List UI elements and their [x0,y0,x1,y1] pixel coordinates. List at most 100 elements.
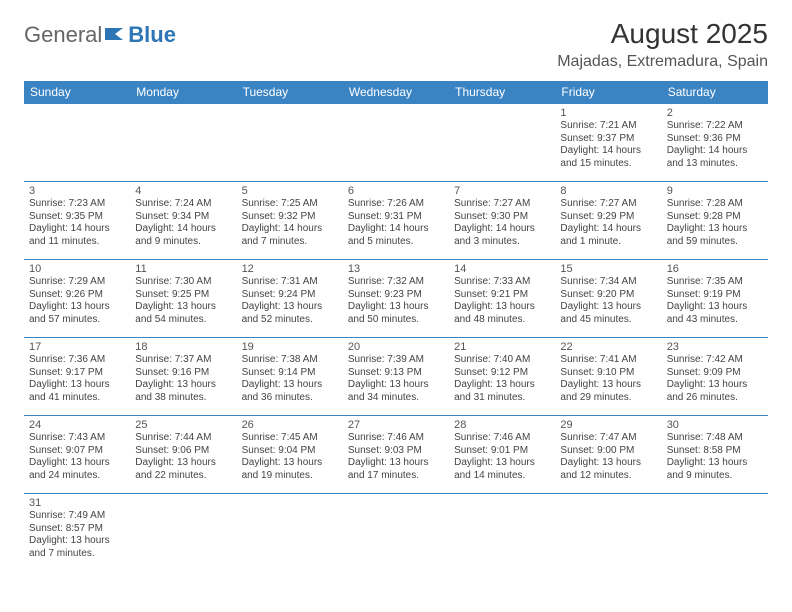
calendar-cell: 5Sunrise: 7:25 AMSunset: 9:32 PMDaylight… [237,182,343,260]
calendar-cell [237,494,343,572]
daylight-line: Daylight: 13 hours and 54 minutes. [135,301,231,326]
sunset-line: Sunset: 9:31 PM [348,211,444,224]
sunrise-line: Sunrise: 7:27 AM [560,198,656,211]
sunset-line: Sunset: 9:04 PM [242,445,338,458]
daylight-line: Daylight: 13 hours and 36 minutes. [242,379,338,404]
sunrise-line: Sunrise: 7:27 AM [454,198,550,211]
sunset-line: Sunset: 9:29 PM [560,211,656,224]
daylight-line: Daylight: 13 hours and 22 minutes. [135,457,231,482]
calendar-cell [237,104,343,182]
calendar-cell: 7Sunrise: 7:27 AMSunset: 9:30 PMDaylight… [449,182,555,260]
day-number: 8 [560,185,656,197]
sunrise-line: Sunrise: 7:44 AM [135,432,231,445]
day-number: 20 [348,341,444,353]
day-number: 12 [242,263,338,275]
sunset-line: Sunset: 9:30 PM [454,211,550,224]
daylight-line: Daylight: 13 hours and 7 minutes. [29,535,125,560]
daylight-line: Daylight: 13 hours and 12 minutes. [560,457,656,482]
calendar-cell: 25Sunrise: 7:44 AMSunset: 9:06 PMDayligh… [130,416,236,494]
calendar-cell [449,104,555,182]
day-number: 9 [667,185,763,197]
day-number: 18 [135,341,231,353]
calendar-cell: 29Sunrise: 7:47 AMSunset: 9:00 PMDayligh… [555,416,661,494]
day-number: 31 [29,497,125,509]
day-number: 22 [560,341,656,353]
calendar-cell: 21Sunrise: 7:40 AMSunset: 9:12 PMDayligh… [449,338,555,416]
title-block: August 2025 Majadas, Extremadura, Spain [557,18,768,71]
calendar-cell: 26Sunrise: 7:45 AMSunset: 9:04 PMDayligh… [237,416,343,494]
sunset-line: Sunset: 8:58 PM [667,445,763,458]
calendar-cell: 14Sunrise: 7:33 AMSunset: 9:21 PMDayligh… [449,260,555,338]
calendar-cell [24,104,130,182]
calendar-cell: 23Sunrise: 7:42 AMSunset: 9:09 PMDayligh… [662,338,768,416]
daylight-line: Daylight: 13 hours and 52 minutes. [242,301,338,326]
weekday-header: Thursday [449,81,555,104]
day-number: 26 [242,419,338,431]
sunset-line: Sunset: 9:37 PM [560,133,656,146]
calendar-cell [130,104,236,182]
sunset-line: Sunset: 9:06 PM [135,445,231,458]
sunrise-line: Sunrise: 7:23 AM [29,198,125,211]
daylight-line: Daylight: 14 hours and 15 minutes. [560,145,656,170]
daylight-line: Daylight: 13 hours and 14 minutes. [454,457,550,482]
daylight-line: Daylight: 13 hours and 50 minutes. [348,301,444,326]
sunrise-line: Sunrise: 7:40 AM [454,354,550,367]
calendar-cell [130,494,236,572]
sunset-line: Sunset: 9:01 PM [454,445,550,458]
sunset-line: Sunset: 9:00 PM [560,445,656,458]
daylight-line: Daylight: 14 hours and 13 minutes. [667,145,763,170]
calendar-cell [343,494,449,572]
calendar-cell [449,494,555,572]
sunset-line: Sunset: 9:19 PM [667,289,763,302]
weekday-header-row: SundayMondayTuesdayWednesdayThursdayFrid… [24,81,768,104]
calendar-cell: 27Sunrise: 7:46 AMSunset: 9:03 PMDayligh… [343,416,449,494]
sunset-line: Sunset: 8:57 PM [29,523,125,536]
daylight-line: Daylight: 13 hours and 9 minutes. [667,457,763,482]
calendar-cell: 19Sunrise: 7:38 AMSunset: 9:14 PMDayligh… [237,338,343,416]
calendar-cell: 11Sunrise: 7:30 AMSunset: 9:25 PMDayligh… [130,260,236,338]
daylight-line: Daylight: 13 hours and 59 minutes. [667,223,763,248]
calendar-cell: 10Sunrise: 7:29 AMSunset: 9:26 PMDayligh… [24,260,130,338]
day-number: 5 [242,185,338,197]
day-number: 6 [348,185,444,197]
daylight-line: Daylight: 13 hours and 43 minutes. [667,301,763,326]
calendar-cell: 22Sunrise: 7:41 AMSunset: 9:10 PMDayligh… [555,338,661,416]
calendar-cell [343,104,449,182]
day-number: 21 [454,341,550,353]
day-number: 15 [560,263,656,275]
daylight-line: Daylight: 14 hours and 3 minutes. [454,223,550,248]
location: Majadas, Extremadura, Spain [557,53,768,71]
sunrise-line: Sunrise: 7:24 AM [135,198,231,211]
weekday-header: Wednesday [343,81,449,104]
day-number: 10 [29,263,125,275]
day-number: 16 [667,263,763,275]
sunrise-line: Sunrise: 7:49 AM [29,510,125,523]
daylight-line: Daylight: 13 hours and 48 minutes. [454,301,550,326]
sunrise-line: Sunrise: 7:45 AM [242,432,338,445]
weekday-header: Tuesday [237,81,343,104]
sunrise-line: Sunrise: 7:35 AM [667,276,763,289]
day-number: 11 [135,263,231,275]
sunset-line: Sunset: 9:13 PM [348,367,444,380]
sunrise-line: Sunrise: 7:32 AM [348,276,444,289]
daylight-line: Daylight: 13 hours and 26 minutes. [667,379,763,404]
sunrise-line: Sunrise: 7:37 AM [135,354,231,367]
daylight-line: Daylight: 14 hours and 7 minutes. [242,223,338,248]
sunrise-line: Sunrise: 7:33 AM [454,276,550,289]
sunrise-line: Sunrise: 7:42 AM [667,354,763,367]
weekday-header: Friday [555,81,661,104]
sunrise-line: Sunrise: 7:46 AM [454,432,550,445]
header: General Blue August 2025 Majadas, Extrem… [24,18,768,71]
daylight-line: Daylight: 13 hours and 57 minutes. [29,301,125,326]
calendar-cell: 2Sunrise: 7:22 AMSunset: 9:36 PMDaylight… [662,104,768,182]
sunset-line: Sunset: 9:12 PM [454,367,550,380]
daylight-line: Daylight: 13 hours and 41 minutes. [29,379,125,404]
daylight-line: Daylight: 13 hours and 17 minutes. [348,457,444,482]
calendar-row: 3Sunrise: 7:23 AMSunset: 9:35 PMDaylight… [24,182,768,260]
weekday-header: Monday [130,81,236,104]
calendar-table: SundayMondayTuesdayWednesdayThursdayFrid… [24,81,768,572]
sunrise-line: Sunrise: 7:25 AM [242,198,338,211]
daylight-line: Daylight: 13 hours and 38 minutes. [135,379,231,404]
calendar-cell: 17Sunrise: 7:36 AMSunset: 9:17 PMDayligh… [24,338,130,416]
sunset-line: Sunset: 9:25 PM [135,289,231,302]
